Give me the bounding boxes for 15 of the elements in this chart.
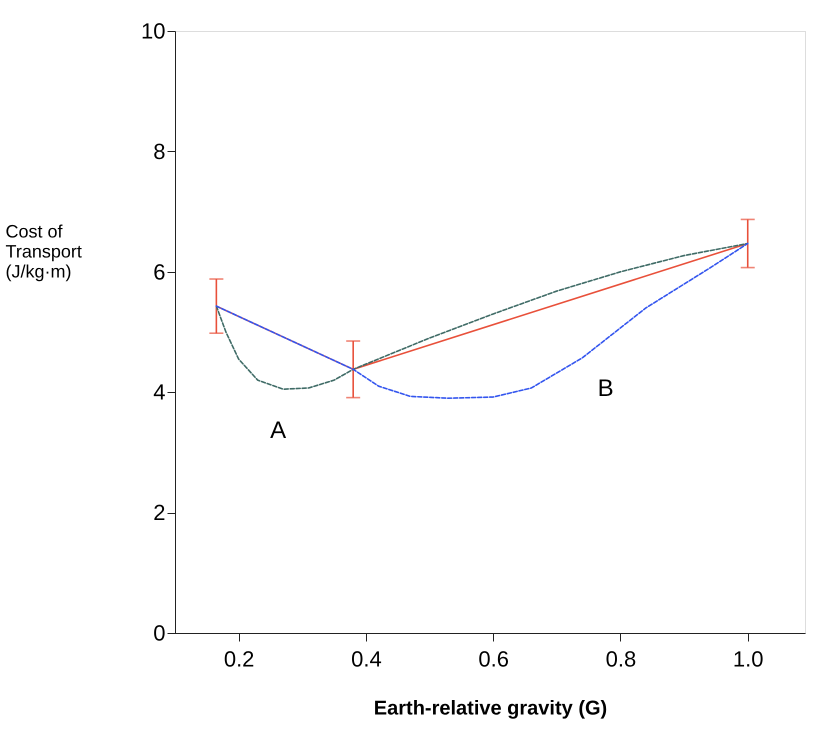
- series-label: B: [598, 375, 614, 402]
- y-tick-label: 8: [153, 138, 166, 164]
- x-axis-title: Earth-relative gravity (G): [374, 698, 608, 720]
- x-tick-label: 0.2: [224, 646, 254, 672]
- y-tick-label: 6: [153, 259, 166, 284]
- y-tick-label: 2: [153, 500, 166, 526]
- y-tick-label: 0: [153, 620, 166, 646]
- x-tick-label: 1.0: [732, 646, 764, 672]
- x-tick-label: 0.6: [478, 646, 509, 672]
- y-axis-title: Cost of Transport (J/kg·m): [6, 222, 82, 282]
- y-tick-label: 10: [141, 18, 166, 44]
- x-tick-label: 0.8: [606, 646, 636, 672]
- series-label: A: [270, 417, 286, 444]
- y-tick-label: 4: [153, 380, 166, 405]
- x-tick-label: 0.4: [351, 646, 382, 672]
